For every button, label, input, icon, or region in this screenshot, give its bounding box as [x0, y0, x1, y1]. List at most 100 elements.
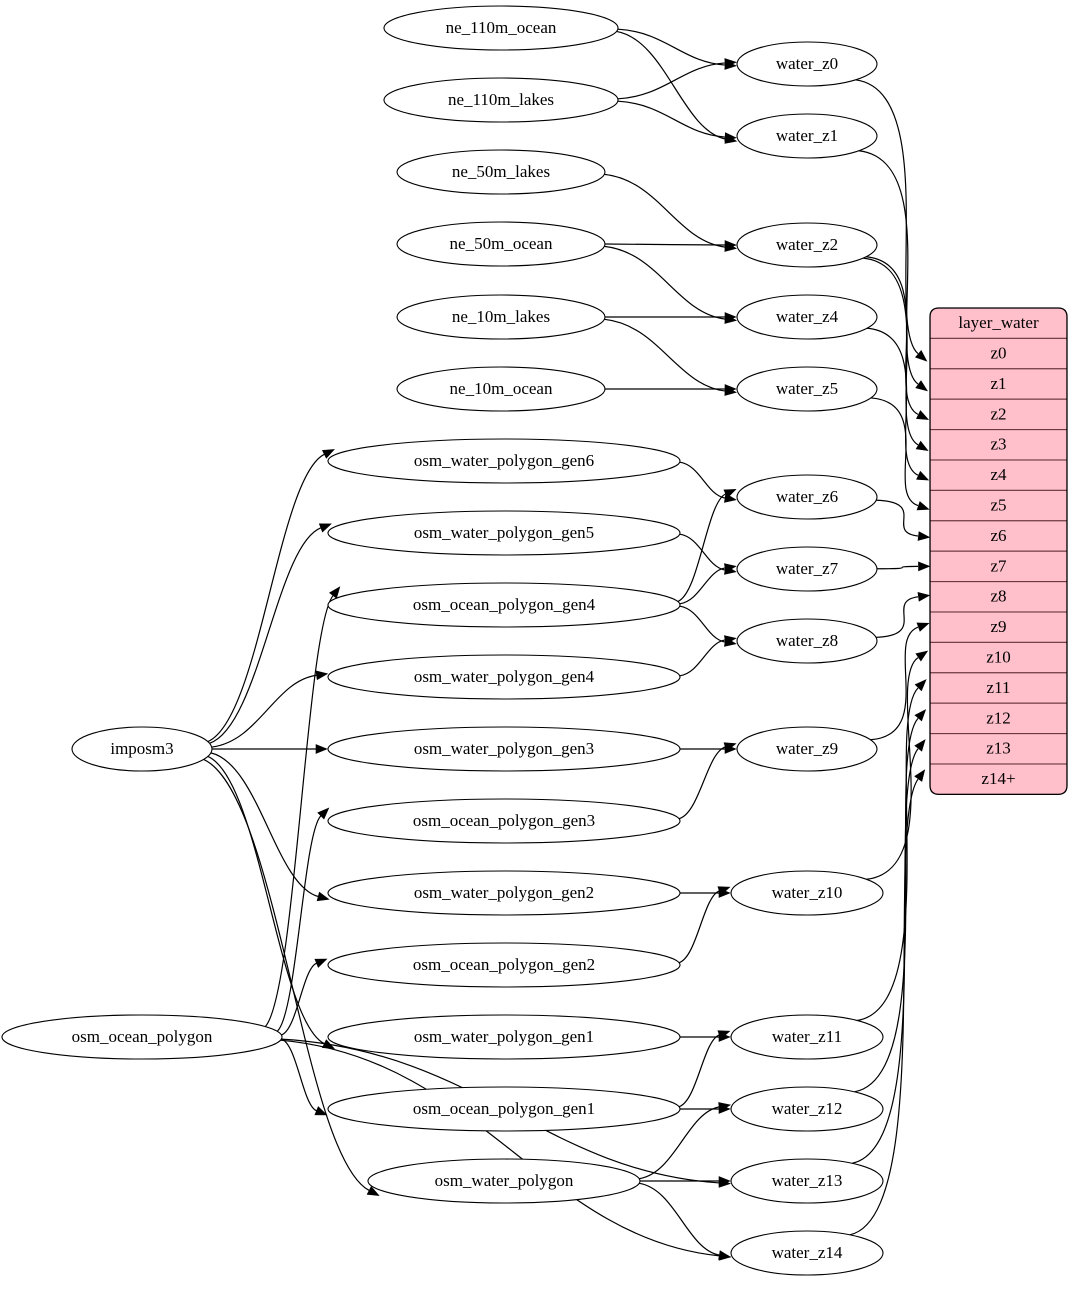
edge-arrowhead: [914, 679, 927, 692]
node-osm_ocean_polygon_gen4[interactable]: osm_ocean_polygon_gen4: [327, 582, 681, 628]
node-water_z10[interactable]: water_z10: [730, 870, 884, 916]
node-shape-osm_ocean_polygon_gen2: [327, 942, 681, 988]
edge-arrowhead: [315, 670, 329, 681]
node-imposm3[interactable]: imposm3: [71, 726, 213, 772]
node-ne_50m_lakes[interactable]: ne_50m_lakes: [396, 149, 606, 195]
table-row-z12[interactable]: [930, 702, 1067, 735]
edge-arrowhead: [718, 1102, 731, 1112]
table-row-z1[interactable]: [930, 368, 1067, 400]
edge-osm_ocean_polygon_gen4-to-water_z7: [679, 567, 726, 605]
node-shape-water_z14: [730, 1230, 884, 1276]
edge-arrowhead: [724, 312, 737, 322]
node-ne_50m_ocean[interactable]: ne_50m_ocean: [396, 221, 606, 267]
node-shape-water_z12: [730, 1086, 884, 1132]
node-label-ne_10m_lakes: ne_10m_lakes: [452, 307, 550, 326]
node-ne_110m_ocean[interactable]: ne_110m_ocean: [383, 5, 619, 51]
edge-arrowhead: [918, 561, 931, 572]
node-label-ne_10m_ocean: ne_10m_ocean: [450, 379, 553, 398]
node-shape-water_z8: [736, 618, 878, 664]
node-osm_ocean_polygon[interactable]: osm_ocean_polygon: [1, 1014, 283, 1060]
node-ne_10m_ocean[interactable]: ne_10m_ocean: [396, 366, 606, 412]
table-row-z5[interactable]: [930, 489, 1067, 522]
node-shape-ne_110m_lakes: [383, 77, 619, 123]
edge-arrowhead: [916, 410, 930, 420]
node-water_z12[interactable]: water_z12: [730, 1086, 884, 1132]
edge-osm_water_polygon-to-water_z14: [639, 1182, 720, 1256]
node-water_z5[interactable]: water_z5: [736, 366, 878, 412]
node-label-osm_ocean_polygon_gen3: osm_ocean_polygon_gen3: [413, 811, 595, 830]
node-water_z2[interactable]: water_z2: [736, 222, 878, 268]
edge-arrowhead: [318, 523, 332, 533]
edge-arrowhead: [916, 470, 930, 481]
edge-osm_water_polygon_gen5-to-water_z7: [679, 533, 726, 571]
edge-water_z0-to-row_z0: [855, 79, 919, 355]
node-label-ne_50m_ocean: ne_50m_ocean: [450, 234, 553, 253]
edge-imposm3-to-osm_water_polygon_gen5: [209, 527, 322, 744]
node-water_z11[interactable]: water_z11: [730, 1014, 884, 1060]
node-ne_110m_lakes[interactable]: ne_110m_lakes: [383, 77, 619, 123]
edge-osm_ocean_polygon-to-osm_ocean_polygon_gen1: [281, 1038, 317, 1112]
node-shape-osm_water_polygon: [367, 1158, 641, 1204]
edge-water_z1-to-row_z1: [858, 150, 919, 385]
table-row-z6[interactable]: [930, 520, 1067, 552]
node-label-ne_110m_ocean: ne_110m_ocean: [446, 18, 557, 37]
node-osm_ocean_polygon_gen1[interactable]: osm_ocean_polygon_gen1: [327, 1086, 681, 1132]
edge-osm_water_polygon_gen4-to-water_z8: [679, 639, 726, 677]
node-shape-osm_ocean_polygon_gen1: [327, 1086, 681, 1132]
node-osm_water_polygon_gen4[interactable]: osm_water_polygon_gen4: [327, 654, 681, 700]
node-ne_10m_lakes[interactable]: ne_10m_lakes: [396, 294, 606, 340]
node-water_z6[interactable]: water_z6: [736, 474, 878, 520]
node-osm_water_polygon_gen2[interactable]: osm_water_polygon_gen2: [327, 870, 681, 916]
node-water_z8[interactable]: water_z8: [736, 618, 878, 664]
edge-water_z11-to-row_z11: [857, 687, 919, 1022]
node-osm_ocean_polygon_gen3[interactable]: osm_ocean_polygon_gen3: [327, 798, 681, 844]
table-row-z2[interactable]: [930, 398, 1067, 431]
node-label-osm_water_polygon_gen6: osm_water_polygon_gen6: [414, 451, 594, 470]
edge-arrowhead: [915, 380, 928, 392]
table-row-z3[interactable]: [930, 429, 1067, 461]
table-row-label-z11: z11: [987, 678, 1011, 697]
edge-arrowhead: [724, 635, 737, 645]
edge-arrowhead: [314, 1106, 328, 1116]
node-water_z1[interactable]: water_z1: [736, 113, 878, 159]
node-label-osm_water_polygon_gen3: osm_water_polygon_gen3: [414, 739, 594, 758]
node-label-water_z9: water_z9: [776, 739, 838, 758]
table-row-z10[interactable]: [930, 641, 1067, 674]
node-water_z9[interactable]: water_z9: [736, 726, 878, 772]
node-osm_water_polygon_gen1[interactable]: osm_water_polygon_gen1: [327, 1014, 681, 1060]
node-osm_water_polygon[interactable]: osm_water_polygon: [367, 1158, 641, 1204]
node-osm_water_polygon_gen3[interactable]: osm_water_polygon_gen3: [327, 726, 681, 772]
node-shape-water_z10: [730, 870, 884, 916]
node-label-water_z12: water_z12: [772, 1099, 843, 1118]
node-water_z0[interactable]: water_z0: [736, 41, 878, 87]
node-label-water_z13: water_z13: [772, 1171, 843, 1190]
edge-arrowhead: [718, 1250, 731, 1260]
node-osm_water_polygon_gen6[interactable]: osm_water_polygon_gen6: [327, 438, 681, 484]
node-shape-water_z2: [736, 222, 878, 268]
edge-arrowhead: [916, 622, 930, 632]
edge-osm_ocean_polygon-to-osm_ocean_polygon_gen4: [264, 595, 334, 1027]
edge-arrowhead: [321, 449, 335, 459]
table-row-z4[interactable]: [930, 459, 1067, 491]
node-water_z13[interactable]: water_z13: [730, 1158, 884, 1204]
node-osm_ocean_polygon_gen2[interactable]: osm_ocean_polygon_gen2: [327, 942, 681, 988]
edge-arrowhead: [724, 240, 737, 250]
edge-osm_ocean_polygon-to-water_z14: [280, 1039, 720, 1257]
node-water_z14[interactable]: water_z14: [730, 1230, 884, 1276]
table-row-z7[interactable]: [930, 550, 1067, 583]
edge-arrowhead: [329, 586, 341, 599]
table-row-z0[interactable]: [930, 337, 1067, 370]
edge-water_z4-to-row_z4: [867, 327, 919, 476]
node-water_z7[interactable]: water_z7: [736, 546, 878, 592]
node-label-water_z10: water_z10: [772, 883, 843, 902]
table-row-label-z5: z5: [990, 496, 1006, 515]
edge-osm_ocean_polygon_gen4-to-water_z6: [677, 493, 727, 603]
table-row-label-z12: z12: [986, 708, 1011, 727]
node-osm_water_polygon_gen5[interactable]: osm_water_polygon_gen5: [327, 510, 681, 556]
table-row-z11[interactable]: [930, 672, 1067, 704]
nodes-layer: imposm3 osm_ocean_polygon ne_110m_ocean ne_…: [1, 5, 884, 1276]
edge-arrowhead: [724, 58, 737, 68]
edge-ne_50m_ocean-to-water_z2: [604, 243, 726, 246]
node-water_z4[interactable]: water_z4: [736, 294, 878, 340]
node-shape-ne_50m_ocean: [396, 221, 606, 267]
